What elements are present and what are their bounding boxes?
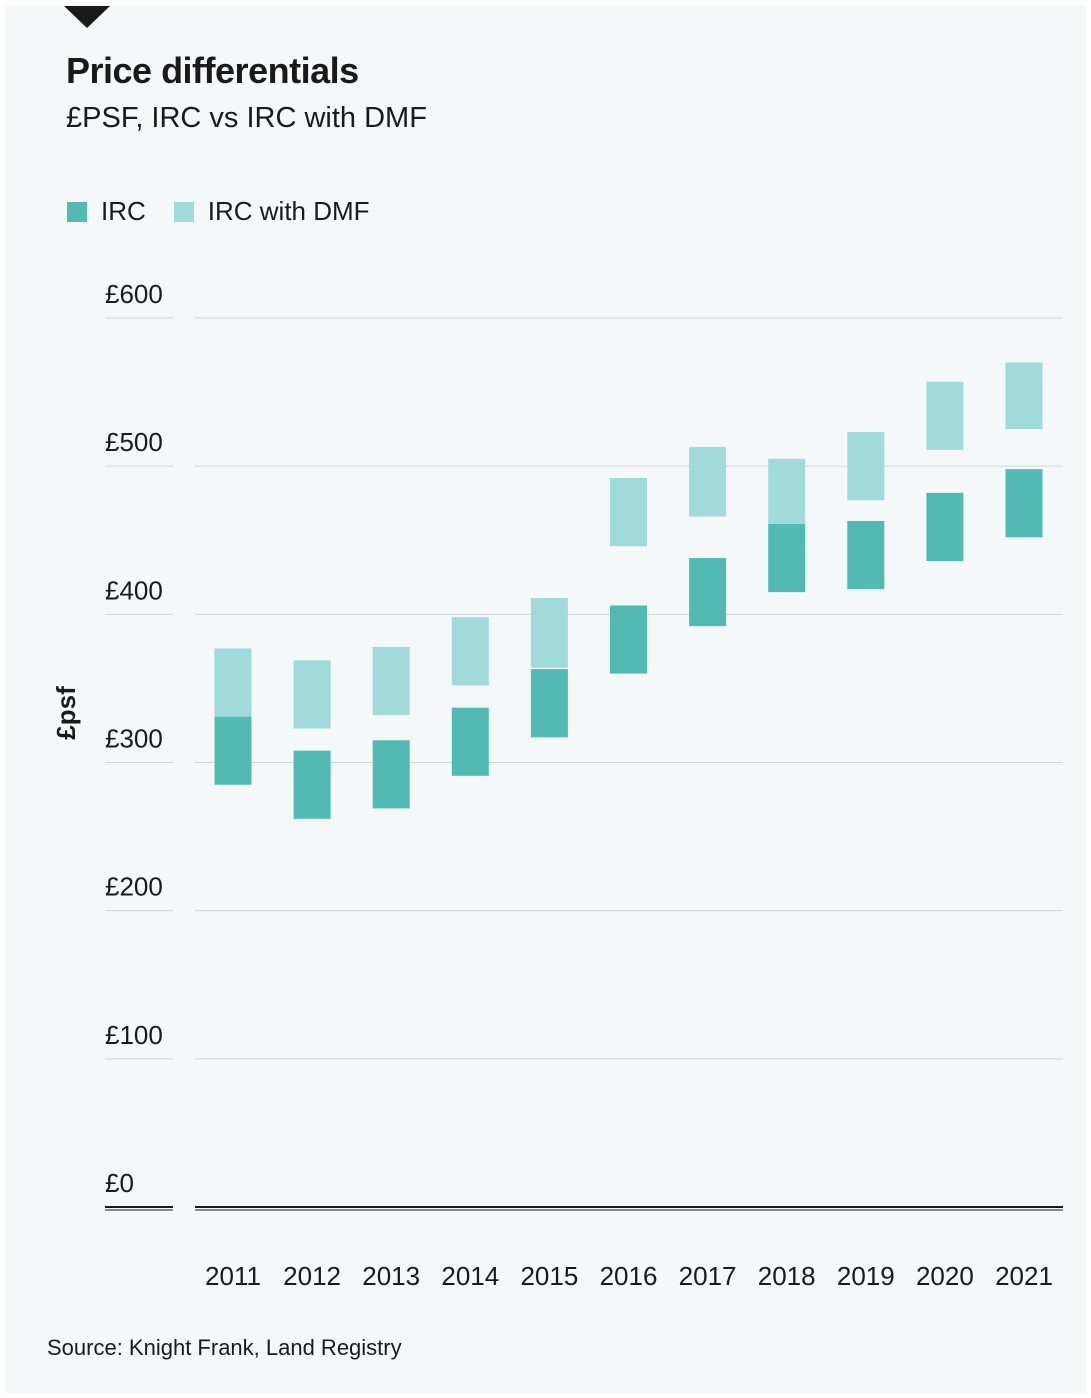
x-tick-label: 2011 [205, 1261, 261, 1291]
section-marker-icon [64, 6, 110, 28]
y-tick-label: £300 [105, 724, 163, 754]
chart-legend: IRC IRC with DMF [67, 196, 398, 227]
legend-swatch-irc [67, 201, 87, 222]
x-tick-label: 2017 [679, 1261, 737, 1291]
legend-item-irc: IRC [67, 196, 146, 227]
bar-irc-2012 [293, 750, 331, 819]
bar-irc-2011 [214, 716, 252, 785]
bar-irc-with-dmf-2020 [926, 381, 964, 450]
y-tick-label: £500 [105, 427, 163, 457]
x-tick-label: 2015 [520, 1261, 578, 1291]
bar-irc-with-dmf-2012 [293, 660, 331, 729]
legend-swatch-irc-with-dmf [173, 201, 194, 222]
legend-label-irc-with-dmf: IRC with DMF [207, 196, 370, 226]
bar-irc-2014 [451, 707, 489, 776]
bar-irc-with-dmf-2014 [451, 617, 489, 686]
x-tick-label: 2014 [441, 1261, 499, 1291]
bar-irc-with-dmf-2013 [372, 646, 410, 716]
bar-irc-2017 [689, 558, 727, 627]
chart-subtitle: £PSF, IRC vs IRC with DMF [66, 102, 427, 134]
chart-title: Price differentials [66, 50, 359, 91]
y-tick-label: £400 [105, 575, 163, 605]
bar-irc-with-dmf-2011 [214, 648, 252, 717]
x-tick-label: 2016 [600, 1261, 658, 1291]
bar-irc-2015 [530, 669, 568, 738]
bar-irc-with-dmf-2019 [847, 432, 885, 501]
x-tick-label: 2020 [916, 1261, 974, 1291]
bar-irc-with-dmf-2018 [768, 458, 806, 524]
y-tick-label: £200 [105, 872, 163, 902]
bar-irc-2018 [768, 523, 806, 593]
bar-irc-2020 [926, 492, 964, 561]
bar-irc-with-dmf-2015 [530, 598, 568, 668]
bar-irc-2013 [372, 740, 410, 809]
bar-irc-with-dmf-2021 [1005, 362, 1043, 430]
bar-irc-with-dmf-2016 [610, 478, 647, 547]
bar-irc-2021 [1005, 469, 1043, 538]
y-tick-label: £100 [105, 1020, 163, 1050]
x-tick-label: 2021 [995, 1261, 1053, 1291]
legend-item-irc-with-dmf: IRC with DMF [173, 196, 370, 227]
y-tick-label: £600 [105, 279, 163, 309]
legend-label-irc: IRC [101, 196, 146, 226]
x-tick-label: 2018 [758, 1261, 816, 1291]
x-tick-label: 2019 [837, 1261, 895, 1291]
y-tick-label: £0 [105, 1168, 134, 1198]
bar-irc-with-dmf-2017 [689, 446, 727, 517]
x-tick-label: 2012 [283, 1261, 341, 1291]
source-note: Source: Knight Frank, Land Registry [47, 1335, 402, 1360]
x-tick-label: 2013 [362, 1261, 420, 1291]
bar-irc-2016 [610, 605, 647, 674]
bar-irc-2019 [847, 520, 885, 590]
